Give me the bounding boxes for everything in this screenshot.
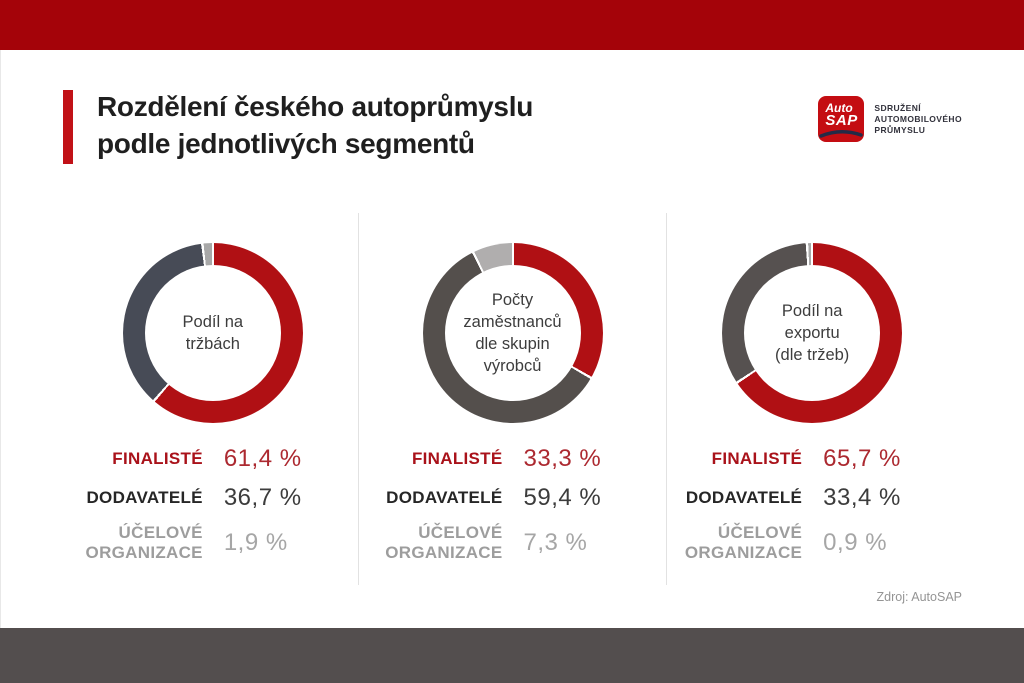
logo-org-name: SDRUŽENÍ AUTOMOBILOVÉHO PRŮMYSLU [874, 102, 962, 135]
stat-label: FINALISTÉ [112, 449, 203, 468]
stat-row-ucelove: ÚČELOVÉ ORGANIZACE 7,3 % [363, 523, 663, 563]
source-note: Zdroj: AutoSAP [876, 590, 962, 604]
donut-center-label: Podíl na tržbách [182, 313, 244, 353]
stat-value: 33,4 % [823, 484, 901, 511]
stat-row-dodavatele: DODAVATELÉ 33,4 % [662, 484, 962, 512]
stat-value: 59,4 % [523, 484, 602, 511]
logo-swoosh-icon [819, 130, 864, 138]
donut-hole: Podíl na exportu (dle tržeb) [744, 265, 881, 401]
chart-column-export: Podíl na exportu (dle tržeb) FINALISTÉ 6… [662, 243, 962, 574]
chart-column-trzby: Podíl na tržbách FINALISTÉ 61,4 % DODAVA… [63, 243, 363, 574]
stat-label: ÚČELOVÉ ORGANIZACE [684, 523, 803, 562]
stat-row-finaliste: FINALISTÉ 33,3 % [363, 445, 663, 473]
autosap-logo: Auto SAP SDRUŽENÍ AUTOMOBILOVÉHO PRŮMYSL… [818, 96, 962, 142]
stat-value: 7,3 % [523, 529, 588, 556]
stat-value: 33,3 % [523, 445, 602, 472]
logo-sap-text: SAP [825, 112, 858, 129]
stat-value: 1,9 % [223, 529, 288, 556]
donut-chart-zamestnanci: Počty zaměstnanců dle skupin výrobců [422, 243, 603, 423]
stat-row-finaliste: FINALISTÉ 65,7 % [662, 445, 962, 473]
stat-row-dodavatele: DODAVATELÉ 59,4 % [363, 484, 663, 512]
stat-label: ÚČELOVÉ ORGANIZACE [385, 523, 503, 562]
donut-hole: Počty zaměstnanců dle skupin výrobců [444, 265, 581, 401]
stat-label: ÚČELOVÉ ORGANIZACE [85, 523, 203, 562]
stat-row-ucelove: ÚČELOVÉ ORGANIZACE 1,9 % [63, 523, 363, 563]
logo-auto-text: Auto [825, 101, 853, 115]
stat-label: DODAVATELÉ [685, 488, 803, 507]
stat-row-ucelove: ÚČELOVÉ ORGANIZACE 0,9 % [662, 523, 962, 563]
donut-chart-export: Podíl na exportu (dle tržeb) [722, 243, 903, 423]
bottom-gray-bar [0, 628, 1024, 683]
header: Rozdělení českého autoprůmyslu podle jed… [63, 88, 962, 164]
donut-chart-trzby: Podíl na tržbách [122, 243, 303, 423]
stat-label: FINALISTÉ [411, 449, 503, 468]
stat-value: 36,7 % [223, 484, 302, 511]
charts-row: Podíl na tržbách FINALISTÉ 61,4 % DODAVA… [63, 243, 962, 574]
donut-hole: Podíl na tržbách [144, 265, 281, 401]
stat-label: DODAVATELÉ [386, 488, 503, 507]
stats-trzby: FINALISTÉ 61,4 % DODAVATELÉ 36,7 % ÚČELO… [63, 445, 363, 574]
stat-label: DODAVATELÉ [86, 488, 203, 507]
stat-value: 61,4 % [223, 445, 302, 472]
infographic-card: Rozdělení českého autoprůmyslu podle jed… [0, 50, 1024, 628]
top-red-bar [0, 0, 1024, 50]
autosap-logo-icon: Auto SAP [818, 96, 865, 142]
column-divider [358, 213, 359, 585]
stats-zamestnanci: FINALISTÉ 33,3 % DODAVATELÉ 59,4 % ÚČELO… [363, 445, 663, 574]
chart-column-zamestnanci: Počty zaměstnanců dle skupin výrobců FIN… [363, 243, 663, 574]
column-divider [666, 213, 667, 585]
page-title: Rozdělení českého autoprůmyslu podle jed… [97, 91, 533, 159]
stat-value: 65,7 % [823, 445, 901, 472]
donut-center-label: Počty zaměstnanců dle skupin výrobců [463, 291, 562, 375]
title-accent-bar [63, 90, 73, 164]
stat-label: FINALISTÉ [711, 449, 803, 468]
stat-row-finaliste: FINALISTÉ 61,4 % [63, 445, 363, 473]
stat-value: 0,9 % [823, 529, 888, 556]
donut-center-label: Podíl na exportu (dle tržeb) [775, 302, 850, 364]
stats-export: FINALISTÉ 65,7 % DODAVATELÉ 33,4 % ÚČELO… [662, 445, 962, 574]
stat-row-dodavatele: DODAVATELÉ 36,7 % [63, 484, 363, 512]
